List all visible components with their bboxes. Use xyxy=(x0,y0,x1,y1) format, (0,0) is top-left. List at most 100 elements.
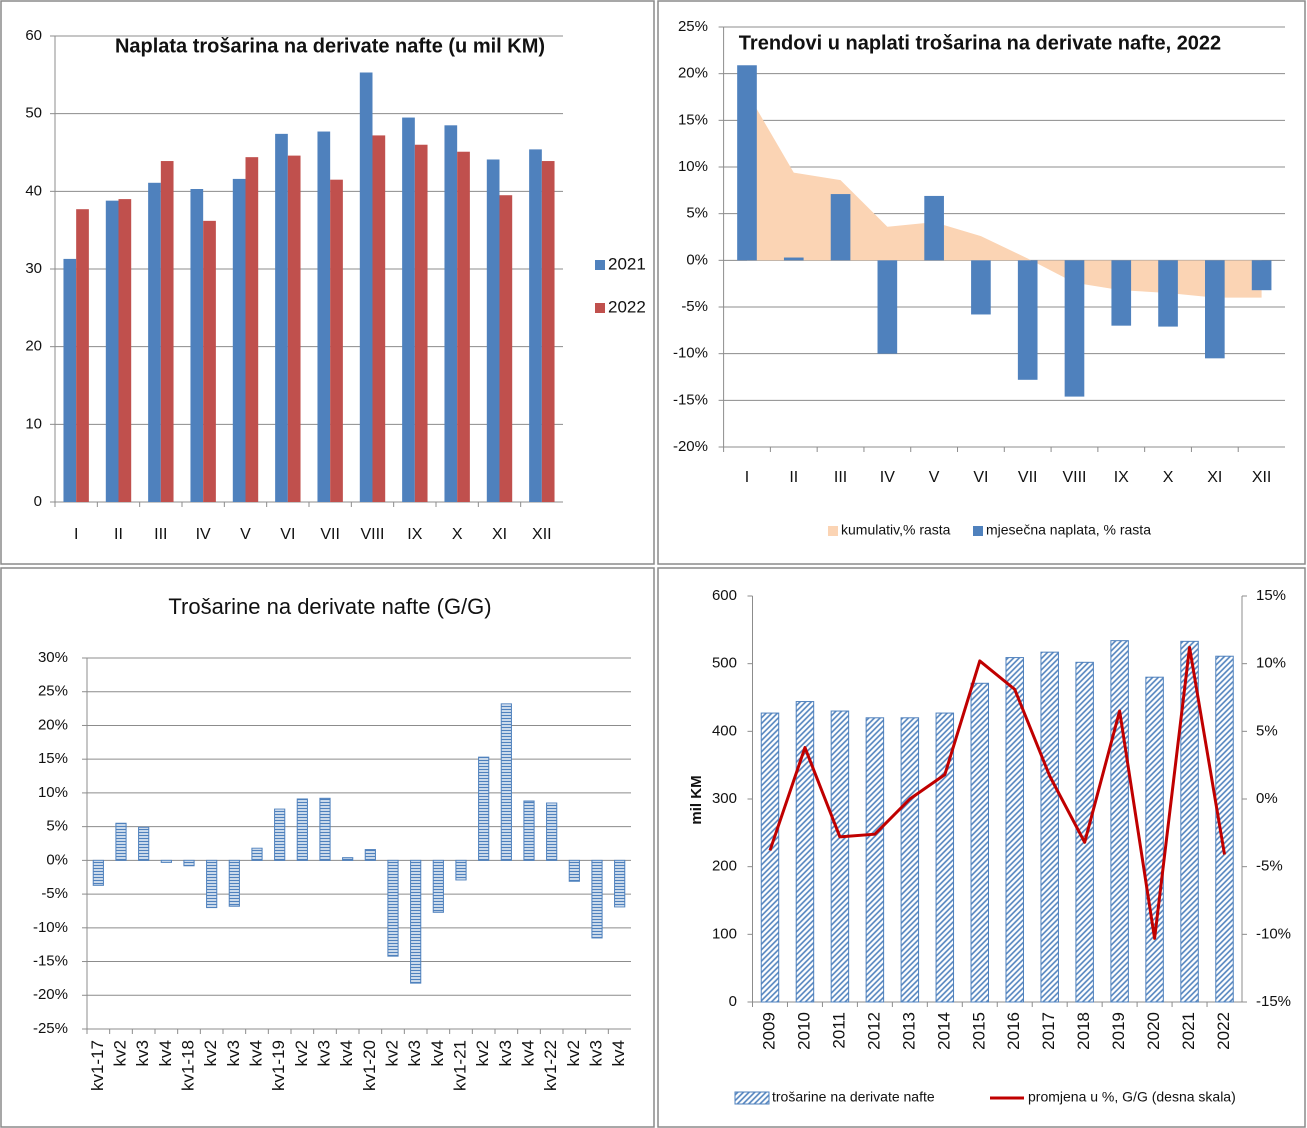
legend-label: promjena u %, G/G (desna skala) xyxy=(1028,1089,1236,1105)
y-axis-label: mil KM xyxy=(688,775,705,824)
x-tick-label: III xyxy=(834,469,847,486)
x-tick-label: VIII xyxy=(1062,469,1086,486)
x-tick-label: II xyxy=(789,469,798,486)
x-tick-label: kv4 xyxy=(337,1040,356,1066)
x-tick-label: X xyxy=(1163,469,1174,486)
x-tick-label: kv2 xyxy=(201,1040,220,1066)
panel-border xyxy=(0,0,655,565)
x-tick-label: kv2 xyxy=(110,1040,129,1066)
x-tick-label: X xyxy=(452,526,463,543)
bar xyxy=(591,859,603,939)
y-tick-label: 60 xyxy=(25,27,42,44)
bar xyxy=(342,857,354,861)
x-tick-label: VIII xyxy=(360,526,384,543)
panel-border xyxy=(0,567,655,1128)
y2-tick-label: -5% xyxy=(1256,858,1283,875)
y2-tick-label: 0% xyxy=(1256,790,1278,807)
bar xyxy=(1064,260,1085,397)
bar xyxy=(414,144,428,502)
y-tick-label: -5% xyxy=(41,885,68,902)
x-tick-label: XII xyxy=(1252,469,1272,486)
bar xyxy=(1017,260,1038,380)
bar xyxy=(410,859,422,984)
y-tick-label: 30 xyxy=(25,260,42,277)
x-tick-label: IX xyxy=(1114,469,1129,486)
bar xyxy=(275,133,288,503)
x-tick-label: 2012 xyxy=(864,1012,883,1050)
y2-tick-label: -15% xyxy=(1256,993,1291,1010)
x-tick-label: kv1-18 xyxy=(178,1040,197,1091)
bar xyxy=(63,258,77,502)
y-tick-label: 20 xyxy=(25,338,42,355)
bar xyxy=(138,826,150,861)
legend-label: trošarine na derivate nafte xyxy=(772,1089,935,1105)
x-tick-label: VI xyxy=(280,526,295,543)
bar xyxy=(1158,260,1178,327)
y-tick-label: 400 xyxy=(712,722,737,739)
y-tick-label: -10% xyxy=(33,919,68,936)
bar xyxy=(971,260,991,315)
x-tick-label: kv4 xyxy=(428,1040,447,1066)
bar xyxy=(541,161,555,502)
bar xyxy=(546,802,558,861)
x-tick-label: kv3 xyxy=(224,1040,243,1066)
bar xyxy=(455,859,467,881)
x-tick-label: 2015 xyxy=(969,1012,988,1050)
legend-label: mjesečna naplata, % rasta xyxy=(986,522,1151,538)
bar xyxy=(287,155,301,502)
bar xyxy=(148,182,161,503)
bar xyxy=(444,125,458,503)
x-tick-label: kv3 xyxy=(496,1040,515,1066)
y-tick-label: -25% xyxy=(33,1020,68,1037)
bar xyxy=(317,131,331,502)
bar xyxy=(232,178,246,502)
y-tick-label: 100 xyxy=(712,925,737,942)
bar xyxy=(1251,260,1272,291)
bar xyxy=(296,798,308,861)
x-tick-label: XI xyxy=(1207,469,1222,486)
y-tick-label: 0% xyxy=(686,251,708,268)
bar xyxy=(274,808,286,861)
y2-tick-label: 15% xyxy=(1256,587,1286,604)
y-tick-label: -20% xyxy=(673,438,708,455)
y2-tick-label: -10% xyxy=(1256,925,1291,942)
bar xyxy=(319,797,331,861)
legend-swatch xyxy=(973,526,983,536)
bar xyxy=(432,859,444,913)
bar xyxy=(206,859,218,909)
bar xyxy=(1145,676,1164,1003)
bar xyxy=(830,710,850,1003)
y2-tick-label: 10% xyxy=(1256,655,1286,672)
y-tick-label: -10% xyxy=(673,345,708,362)
x-tick-label: VII xyxy=(1018,469,1038,486)
bar xyxy=(614,859,626,908)
x-tick-label: kv2 xyxy=(473,1040,492,1066)
bar xyxy=(900,717,920,1003)
bar xyxy=(245,157,259,502)
x-tick-label: XII xyxy=(532,526,552,543)
bar xyxy=(760,712,780,1003)
panel-border xyxy=(657,567,1306,1128)
bar xyxy=(402,117,415,503)
x-tick-label: 2020 xyxy=(1144,1012,1163,1050)
x-tick-label: IX xyxy=(407,526,422,543)
x-tick-label: kv1-20 xyxy=(360,1040,379,1091)
bar xyxy=(1215,655,1234,1003)
bar xyxy=(795,701,815,1003)
chart-title: Naplata trošarina na derivate nafte (u m… xyxy=(115,35,545,57)
y-tick-label: -20% xyxy=(33,986,68,1003)
y-tick-label: 20% xyxy=(38,716,68,733)
y-tick-label: 10 xyxy=(25,415,42,432)
bar xyxy=(1110,640,1129,1003)
bar xyxy=(500,703,512,861)
y-tick-label: 300 xyxy=(712,790,737,807)
x-tick-label: kv1-19 xyxy=(269,1040,288,1091)
chart-title: Trošarine na derivate nafte (G/G) xyxy=(168,594,491,619)
x-tick-label: IV xyxy=(196,526,211,543)
x-tick-label: kv3 xyxy=(405,1040,424,1066)
bar xyxy=(877,260,898,354)
y-tick-label: 40 xyxy=(25,182,42,199)
bar xyxy=(183,859,195,867)
y-tick-label: 200 xyxy=(712,858,737,875)
